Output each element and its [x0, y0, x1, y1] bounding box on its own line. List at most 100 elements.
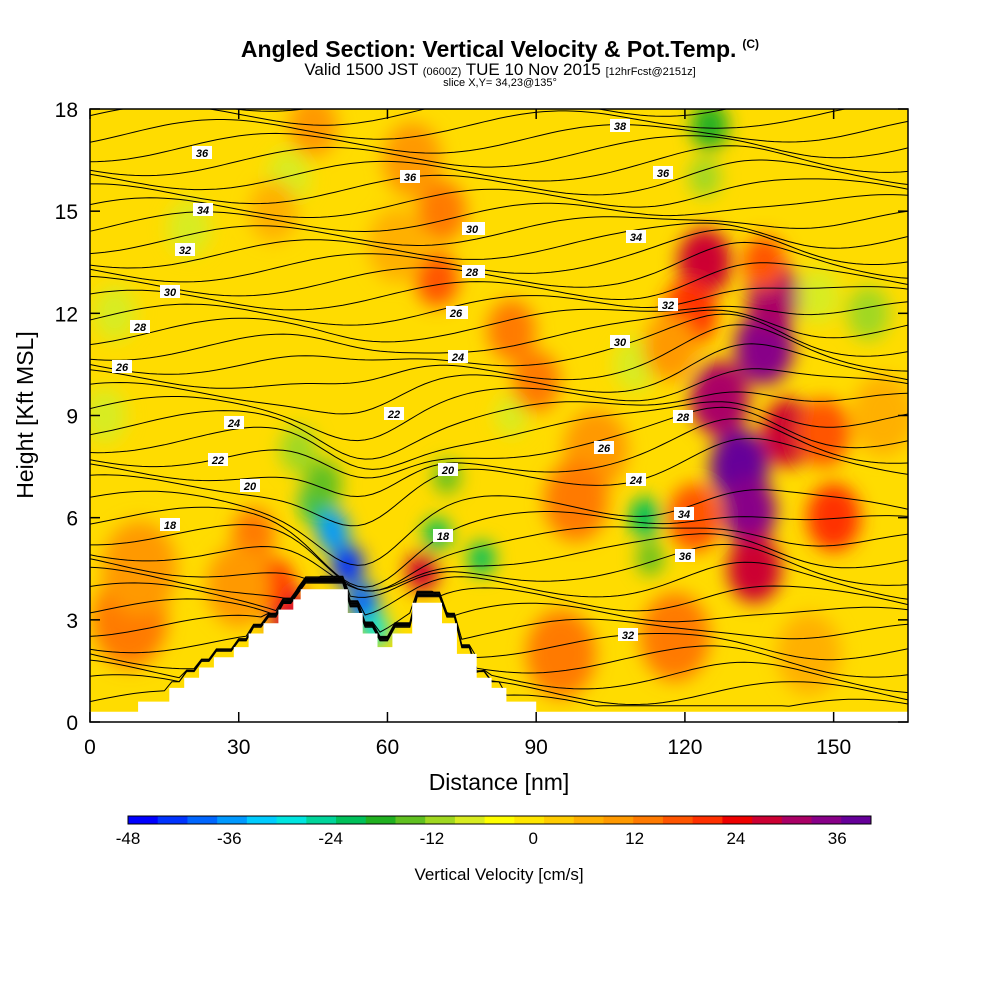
colorbar-swatch: [752, 816, 783, 824]
velocity-cell: [851, 374, 908, 457]
svg-text:30: 30: [164, 287, 177, 299]
contour-labels: 18 20 22 24 26 28 30 32 34 36 36 34 32 30 28 26 24 22 24 26…: [112, 119, 695, 642]
svg-text:22: 22: [211, 455, 224, 467]
theta-contour: [90, 579, 908, 661]
velocity-cell: [690, 109, 729, 150]
svg-text:36: 36: [657, 168, 670, 180]
contour-label: 34: [193, 203, 213, 217]
colorbar-swatch: [336, 816, 367, 824]
contour-label: 32: [175, 243, 195, 257]
velocity-cell: [487, 299, 536, 361]
velocity-cell: [722, 476, 777, 545]
title-text: Angled Section: Vertical Velocity & Pot.…: [240, 36, 737, 62]
theta-contour: [90, 577, 908, 633]
colorbar-ticks: -48 -36 -24 -12 0 12 24 36: [116, 829, 847, 848]
x-tick-label: 120: [667, 736, 702, 759]
colorbar-swatch: [128, 816, 159, 824]
colorbar-swatch: [425, 816, 456, 824]
colorbar-swatch: [811, 816, 842, 824]
theta-contour: [90, 135, 908, 177]
y-tick-label: 6: [66, 508, 78, 531]
contour-label: 20: [240, 479, 260, 493]
theta-contour: [90, 506, 908, 588]
velocity-cell: [279, 425, 317, 474]
contour-label: 28: [462, 265, 482, 279]
velocity-cell: [846, 286, 890, 341]
velocity-cell: [677, 228, 732, 297]
contour-label: 26: [594, 441, 614, 455]
contour-label: 24: [224, 416, 244, 430]
theta-contour: [90, 561, 908, 616]
x-axis: 0 30 60 90 120 150: [84, 109, 851, 759]
y-tick-label: 0: [66, 712, 78, 735]
velocity-cell: [668, 483, 722, 552]
theta-contour: [90, 578, 908, 637]
svg-text:36: 36: [196, 148, 209, 160]
colorbar-tick-label: -12: [420, 829, 445, 848]
contour-label: 30: [160, 285, 180, 299]
colorbar-tick-label: -36: [217, 829, 242, 848]
colorbar-swatch: [603, 816, 634, 824]
theta-contour: [90, 401, 908, 470]
colorbar-swatch: [544, 816, 575, 824]
velocity-cell: [93, 286, 137, 341]
colorbar-swatch: [395, 816, 426, 824]
colorbar-swatch: [692, 816, 723, 824]
colorbar-tick-label: 24: [726, 829, 745, 848]
contour-label: 20: [438, 463, 458, 477]
theta-contour: [90, 578, 908, 640]
velocity-cell: [776, 613, 841, 695]
velocity-cell: [316, 510, 349, 552]
velocity-cell: [289, 109, 338, 157]
y-tick-label: 9: [66, 406, 78, 429]
contour-label: 24: [626, 473, 646, 487]
theta-contour: [90, 120, 908, 163]
subtitle-date: TUE 10 Nov 2015: [465, 60, 601, 79]
velocity-cell: [797, 269, 841, 324]
svg-text:18: 18: [164, 520, 177, 532]
velocity-cell: [643, 313, 697, 382]
theta-contour: [90, 343, 908, 415]
colorbar-swatch: [187, 816, 218, 824]
theta-contour: [231, 109, 308, 112]
theta-contour: [90, 159, 908, 205]
velocity-cell: [640, 592, 710, 682]
velocity-cell: [796, 398, 851, 467]
y-tick-label: 3: [66, 610, 78, 633]
svg-text:24: 24: [227, 418, 240, 430]
theta-contour: [90, 309, 908, 361]
x-tick-label: 150: [816, 736, 851, 759]
colorbar-tick-label: -24: [318, 829, 343, 848]
theta-contour: [90, 109, 729, 126]
contour-label: 28: [130, 320, 150, 334]
velocity-cell: [249, 180, 298, 242]
svg-text:38: 38: [614, 121, 627, 133]
velocity-cell: [206, 544, 271, 627]
contour-label: 36: [653, 166, 673, 180]
theta-contour: [90, 229, 908, 283]
y-axis-title: Height [Kft MSL]: [12, 331, 38, 498]
theta-contour: [90, 178, 908, 218]
svg-text:26: 26: [115, 362, 129, 374]
svg-text:32: 32: [662, 300, 674, 312]
theta-contour: [90, 391, 908, 460]
x-tick-label: 90: [525, 736, 548, 759]
svg-text:24: 24: [451, 352, 464, 364]
svg-text:26: 26: [449, 308, 463, 320]
theta-contour: [90, 581, 908, 694]
theta-contour: [90, 210, 908, 255]
colorbar-tick-label: 36: [828, 829, 847, 848]
velocity-cell: [690, 361, 750, 436]
theta-contour: [90, 581, 908, 706]
velocity-cell: [495, 395, 528, 436]
velocity-cell: [406, 551, 439, 593]
velocity-cell: [415, 252, 459, 307]
theta-contour: [90, 524, 908, 592]
velocity-cell: [526, 609, 596, 699]
colorbar-swatch: [365, 816, 396, 824]
subtitle-forecast: [12hrFcst@2151z]: [605, 66, 696, 78]
velocity-cell: [742, 235, 786, 290]
velocity-cell: [331, 544, 364, 586]
svg-text:28: 28: [133, 322, 147, 334]
